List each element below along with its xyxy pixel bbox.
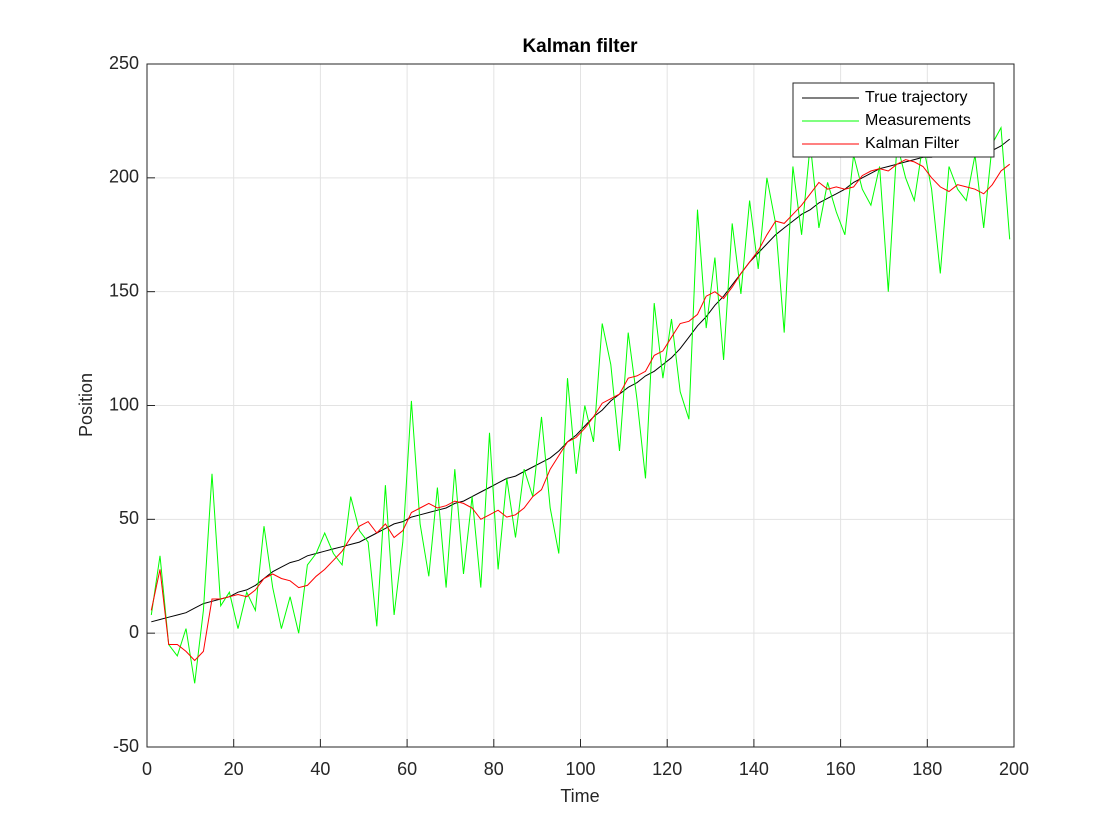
x-tick-label: 60: [397, 759, 417, 779]
series-line: [150, 159, 1011, 662]
x-tick-label: 100: [565, 759, 595, 779]
x-tick-label: 140: [739, 759, 769, 779]
x-tick-label: 0: [142, 759, 152, 779]
legend-label: Measurements: [865, 112, 971, 129]
y-tick-label: 150: [109, 280, 139, 300]
legend-box: [792, 82, 995, 158]
x-tick-label: 80: [484, 759, 504, 779]
x-tick-label: 20: [224, 759, 244, 779]
chart-title: Kalman filter: [522, 36, 638, 57]
y-tick-label: 0: [129, 622, 139, 642]
x-tick-label: 120: [652, 759, 682, 779]
x-tick-label: 160: [826, 759, 856, 779]
y-tick-label: 100: [109, 394, 139, 414]
plot-frame: [146, 63, 1015, 748]
x-axis-label: Time: [560, 786, 599, 806]
y-axis-label: Position: [76, 373, 96, 437]
y-tick-label: 50: [119, 508, 139, 528]
legend: True trajectory Measurements Kalman Filter: [792, 82, 995, 158]
series-line: [150, 125, 1011, 684]
legend-label: True trajectory: [865, 89, 968, 106]
y-tick-label: -50: [113, 736, 139, 756]
y-tick-label: 250: [109, 53, 139, 73]
x-tick-label: 180: [912, 759, 942, 779]
y-tick-label: 200: [109, 167, 139, 187]
x-tick-label: 200: [999, 759, 1029, 779]
legend-label: Kalman Filter: [865, 135, 960, 152]
x-tick-label: 40: [310, 759, 330, 779]
series-line: [151, 138, 1011, 623]
